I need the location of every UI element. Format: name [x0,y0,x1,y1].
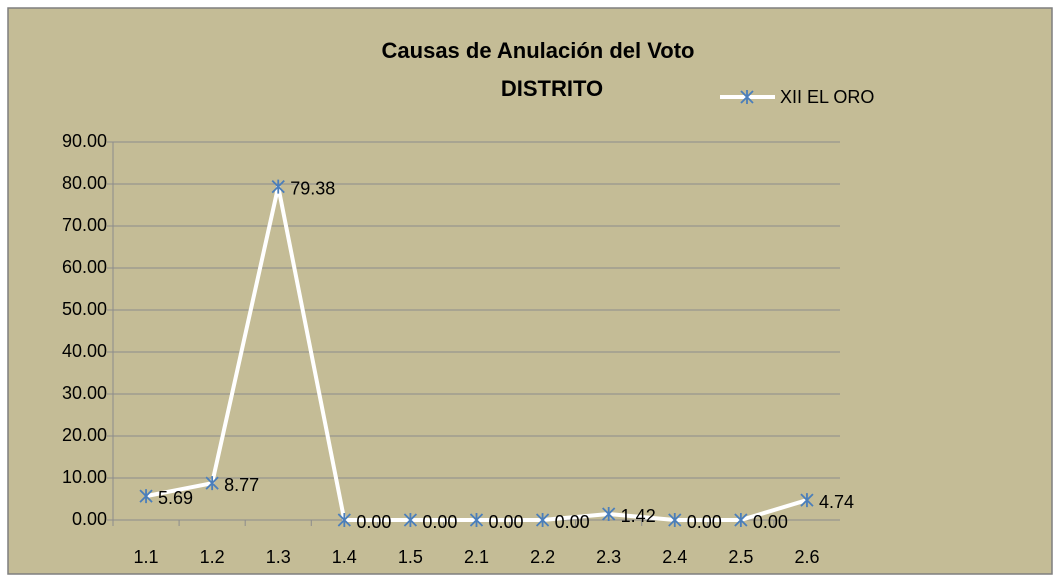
marker [734,513,748,527]
y-tick-label: 40.00 [62,341,107,361]
data-label: 5.69 [158,488,193,508]
data-label: 0.00 [555,512,590,532]
y-tick-label: 0.00 [72,509,107,529]
data-label: 0.00 [489,512,524,532]
data-label: 0.00 [422,512,457,532]
marker [535,513,550,527]
marker [668,513,682,527]
data-label: 8.77 [224,475,259,495]
chart-title: Causas de Anulación del Voto [382,38,695,63]
marker [800,493,814,508]
x-tick-label: 1.1 [134,547,159,567]
x-tick-label: 1.5 [398,547,423,567]
x-tick-label: 2.2 [530,547,555,567]
y-tick-label: 20.00 [62,425,107,445]
data-label: 79.38 [290,178,335,198]
x-tick-label: 2.5 [728,547,753,567]
marker [337,513,351,527]
x-tick-label: 1.4 [332,547,357,567]
legend-label: XII EL ORO [780,87,874,107]
y-tick-label: 10.00 [62,467,107,487]
chart-subtitle: DISTRITO [501,76,603,101]
x-tick-label: 2.4 [662,547,687,567]
marker [205,476,219,491]
marker [469,513,484,527]
data-label: 0.00 [356,512,391,532]
marker [602,507,616,522]
marker [740,90,754,104]
y-tick-label: 70.00 [62,215,107,235]
x-tick-label: 2.6 [794,547,819,567]
marker [271,179,285,194]
data-label: 4.74 [819,492,854,512]
data-label: 1.42 [621,506,656,526]
y-tick-label: 80.00 [62,173,107,193]
marker [139,489,153,504]
data-label: 0.00 [687,512,722,532]
x-tick-label: 1.2 [200,547,225,567]
x-tick-label: 2.3 [596,547,621,567]
data-label: 0.00 [753,512,788,532]
chart-background [7,7,1053,575]
x-tick-label: 1.3 [266,547,291,567]
x-tick-label: 2.1 [464,547,489,567]
y-tick-label: 50.00 [62,299,107,319]
marker [403,513,418,527]
y-tick-label: 60.00 [62,257,107,277]
y-tick-label: 90.00 [62,131,107,151]
y-tick-label: 30.00 [62,383,107,403]
